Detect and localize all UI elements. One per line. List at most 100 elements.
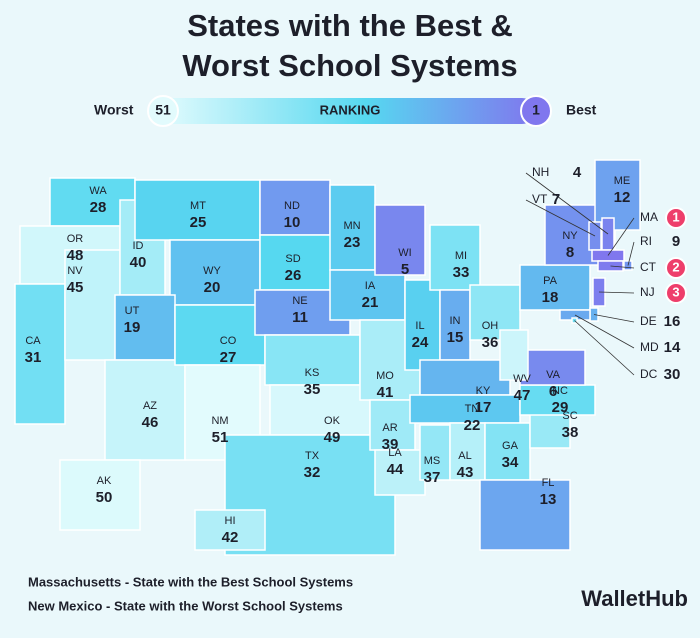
state-rank: 33 [453,264,470,281]
state-code: RI [640,234,652,248]
state-shape [374,204,426,276]
state-rank: 19 [124,319,141,336]
state-shape [59,459,141,531]
state-shape [429,224,481,291]
state-code: SD [285,253,300,265]
state-shape [114,294,176,361]
state-code: MN [343,220,360,232]
state-code: CA [25,335,41,347]
state-rank: 39 [382,436,399,453]
leader-line [627,241,635,266]
title-line: States with the Best & [187,8,513,43]
state-rank: 29 [552,399,569,416]
state-code: PA [543,275,558,287]
state-code: MO [376,370,394,382]
leader-line [525,199,596,237]
state-rank: 4 [573,164,582,181]
state-shape [519,384,596,416]
leader-line [607,217,635,256]
state-rank: 25 [190,214,207,231]
state-code: KY [476,385,491,397]
state-rank: 48 [67,247,84,264]
state-rank: 3 [672,284,679,299]
state-shape [529,412,571,449]
state-rank: 24 [412,334,429,351]
state-rank: 8 [566,244,574,261]
top-badge [665,257,687,279]
state-rank: 35 [304,381,321,398]
state-rank: 41 [377,384,394,401]
state-rank: 2 [672,259,679,274]
state-code: AL [458,450,471,462]
state-code: TN [465,403,480,415]
state-shape [409,394,521,424]
legend-worst: Worst [94,102,134,118]
top-badge [665,207,687,229]
state-code: NE [292,295,307,307]
state-rank: 47 [514,387,531,404]
state-shape [519,349,586,386]
state-rank: 50 [96,489,113,506]
state-code: SC [562,410,577,422]
state-rank: 21 [362,294,379,311]
state-shape [329,184,376,271]
state-rank: 20 [204,279,221,296]
state-code: WA [89,185,107,197]
state-code: AK [97,475,112,487]
state-rank: 43 [457,464,474,481]
state-code: UT [125,305,140,317]
leader-line [574,314,635,349]
leader-line [574,320,635,376]
state-code: OH [482,320,499,332]
state-code: KS [305,367,320,379]
state-rank: 36 [482,334,499,351]
state-code: CT [640,260,657,274]
top-badge [665,282,687,304]
state-code: OR [67,233,84,245]
state-code: AZ [143,400,157,412]
state-rank: 15 [447,329,464,346]
state-rank: 18 [542,289,559,306]
state-code: MS [424,455,441,467]
state-code: IA [365,280,376,292]
state-shape [419,359,511,396]
leader-line [593,314,635,323]
legend-worst-rank: 51 [155,102,171,118]
state-code: OK [324,415,341,427]
note: New Mexico - State with the Worst School… [28,598,343,613]
state-rank: 42 [222,529,239,546]
state-code: WI [398,247,411,259]
state-rank: 5 [401,261,409,278]
state-shape [374,449,426,496]
state-code: VT [532,192,548,206]
state-rank: 12 [614,189,631,206]
brand-logo: WalletHub [581,586,688,611]
state-code: NJ [640,285,655,299]
state-rank: 17 [475,399,492,416]
state-rank: 14 [664,339,681,356]
state-rank: 28 [90,199,107,216]
state-rank: 6 [549,383,557,400]
state-code: VA [546,369,561,381]
legend-bar [160,98,535,124]
state-rank: 27 [220,349,237,366]
state-shape [194,509,266,551]
state-rank: 10 [284,214,301,231]
state-rank: 31 [25,349,42,366]
state-code: NV [67,265,83,277]
map: WA28OR48CA31NV45ID40MT25WY20UT19AZ46CO27… [14,159,687,556]
state-shape [64,249,121,361]
state-rank: 34 [502,454,519,471]
state-rank: 44 [387,461,404,478]
state-rank: 22 [464,417,481,434]
state-code: TX [305,450,320,462]
note: Massachusetts - State with the Best Scho… [28,574,353,589]
state-code: MA [640,210,658,224]
state-rank: 46 [142,414,159,431]
state-code: CO [220,335,237,347]
legend-best: Best [566,102,597,118]
state-code: WY [203,265,221,277]
state-code: LA [388,447,402,459]
state-rank: 51 [212,429,229,446]
